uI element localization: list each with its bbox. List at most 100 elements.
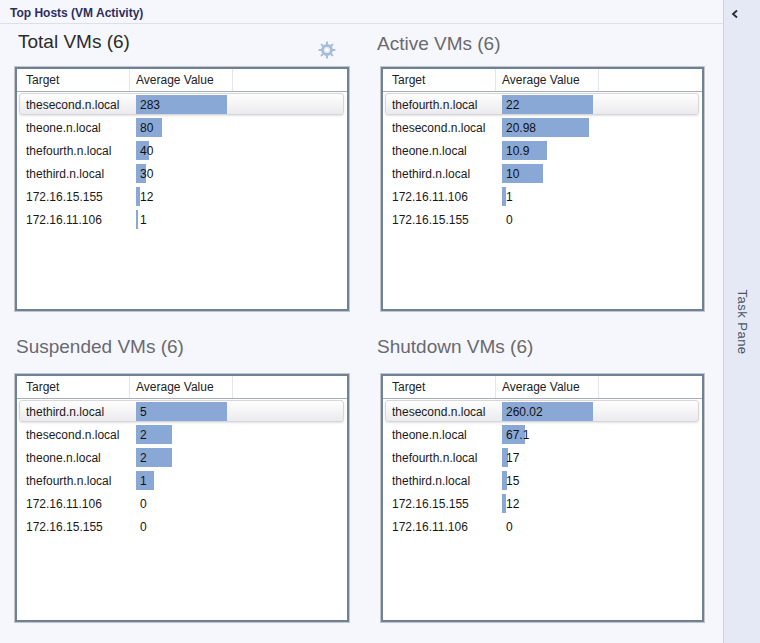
row-value: 1 bbox=[506, 190, 513, 204]
column-header-target[interactable]: Target bbox=[17, 69, 129, 91]
row-target: 172.16.15.155 bbox=[17, 520, 136, 534]
table-row[interactable]: thefourth.n.local1 bbox=[17, 469, 347, 492]
row-value-cell: 2 bbox=[136, 425, 347, 444]
row-target: thesecond.n.local bbox=[383, 405, 502, 419]
table-header: Target Average Value bbox=[17, 69, 347, 92]
row-value-cell: 0 bbox=[502, 210, 702, 229]
row-value: 40 bbox=[140, 144, 153, 158]
value-bar bbox=[136, 210, 138, 229]
row-target: 172.16.15.155 bbox=[383, 497, 502, 511]
row-value: 2 bbox=[140, 451, 147, 465]
row-target: thefourth.n.local bbox=[383, 451, 502, 465]
table-row[interactable]: 172.16.11.1061 bbox=[17, 208, 347, 231]
row-value: 2 bbox=[140, 428, 147, 442]
table-header: Target Average Value bbox=[383, 69, 702, 92]
table-row[interactable]: thefourth.n.local 40 bbox=[17, 139, 347, 162]
row-value: 30 bbox=[140, 167, 153, 181]
row-value: 12 bbox=[506, 497, 519, 511]
row-target: thefourth.n.local bbox=[17, 144, 136, 158]
vm-table-shutdown: Target Average Value thesecond.n.local 26… bbox=[380, 373, 705, 623]
row-target: 172.16.15.155 bbox=[17, 190, 136, 204]
table-row[interactable]: 172.16.11.106 1 bbox=[383, 185, 702, 208]
table-row[interactable]: 172.16.11.1060 bbox=[17, 492, 347, 515]
row-value: 12 bbox=[140, 190, 153, 204]
row-value: 0 bbox=[506, 213, 513, 227]
row-value-cell: 0 bbox=[136, 517, 347, 536]
row-target: thefourth.n.local bbox=[383, 98, 502, 112]
table-row[interactable]: thesecond.n.local2 bbox=[17, 423, 347, 446]
panel-title-active-vms: Active VMs (6) bbox=[377, 33, 501, 55]
row-target: theone.n.local bbox=[383, 144, 502, 158]
value-bar bbox=[136, 402, 227, 421]
row-value-cell: 260.02 bbox=[502, 402, 702, 421]
table-row[interactable]: theone.n.local10.9 bbox=[383, 139, 702, 162]
table-row[interactable]: thethird.n.local10 bbox=[383, 162, 702, 185]
row-target: 172.16.11.106 bbox=[383, 190, 502, 204]
collapse-task-pane-button[interactable] bbox=[727, 6, 743, 22]
row-value: 1 bbox=[140, 213, 147, 227]
gear-icon bbox=[318, 41, 336, 59]
panel-title-suspended-vms: Suspended VMs (6) bbox=[16, 336, 184, 358]
row-value: 20.98 bbox=[506, 121, 536, 135]
table-row[interactable]: 172.16.11.106 0 bbox=[383, 515, 702, 538]
row-value-cell: 283 bbox=[136, 95, 347, 114]
column-header-average-value[interactable]: Average Value bbox=[129, 69, 233, 91]
row-value: 0 bbox=[140, 520, 147, 534]
row-value-cell: 10.9 bbox=[502, 141, 702, 160]
row-target: thethird.n.local bbox=[383, 474, 502, 488]
table-header: Target Average Value bbox=[17, 376, 347, 399]
table-row[interactable]: thesecond.n.local283 bbox=[17, 93, 347, 116]
table-row[interactable]: 172.16.15.155 12 bbox=[383, 492, 702, 515]
table-header: Target Average Value bbox=[383, 376, 702, 399]
row-target: thefourth.n.local bbox=[17, 474, 136, 488]
row-value: 260.02 bbox=[506, 405, 543, 419]
row-target: thethird.n.local bbox=[383, 167, 502, 181]
row-value: 5 bbox=[140, 405, 147, 419]
column-header-average-value[interactable]: Average Value bbox=[495, 69, 599, 91]
row-value-cell: 22 bbox=[502, 95, 702, 114]
row-value-cell: 5 bbox=[136, 402, 347, 421]
task-pane-label: Task Pane bbox=[735, 289, 750, 354]
column-header-average-value[interactable]: Average Value bbox=[129, 376, 233, 398]
column-header-average-value[interactable]: Average Value bbox=[495, 376, 599, 398]
row-value-cell: 2 bbox=[136, 448, 347, 467]
table-row[interactable]: thesecond.n.local 260.02 bbox=[383, 400, 702, 423]
vm-table-total: Target Average Value thesecond.n.local28… bbox=[14, 66, 350, 312]
row-value: 15 bbox=[506, 474, 519, 488]
row-value-cell: 67.1 bbox=[502, 425, 702, 444]
header-divider bbox=[0, 23, 723, 24]
row-value-cell: 17 bbox=[502, 448, 702, 467]
row-value-cell: 80 bbox=[136, 118, 347, 137]
table-row[interactable]: thethird.n.local 15 bbox=[383, 469, 702, 492]
table-row[interactable]: thefourth.n.local 22 bbox=[383, 93, 702, 116]
table-row[interactable]: thesecond.n.local20.98 bbox=[383, 116, 702, 139]
table-row[interactable]: theone.n.local80 bbox=[17, 116, 347, 139]
table-row[interactable]: 172.16.15.155 12 bbox=[17, 185, 347, 208]
row-value-cell: 1 bbox=[136, 210, 347, 229]
column-header-target[interactable]: Target bbox=[383, 69, 495, 91]
row-value-cell: 40 bbox=[136, 141, 347, 160]
task-pane-tab[interactable]: Task Pane bbox=[723, 0, 760, 643]
row-value: 67.1 bbox=[506, 428, 529, 442]
column-header-target[interactable]: Target bbox=[383, 376, 495, 398]
row-value: 0 bbox=[506, 520, 513, 534]
row-value-cell: 15 bbox=[502, 471, 702, 490]
table-row[interactable]: thethird.n.local5 bbox=[17, 400, 347, 423]
panel-settings-button[interactable] bbox=[318, 41, 336, 59]
table-row[interactable]: 172.16.15.155 0 bbox=[383, 208, 702, 231]
row-value-cell: 12 bbox=[136, 187, 347, 206]
table-row[interactable]: 172.16.15.155 0 bbox=[17, 515, 347, 538]
row-target: theone.n.local bbox=[17, 451, 136, 465]
row-value: 22 bbox=[506, 98, 519, 112]
row-target: 172.16.11.106 bbox=[383, 520, 502, 534]
table-row[interactable]: theone.n.local67.1 bbox=[383, 423, 702, 446]
row-value-cell: 12 bbox=[502, 494, 702, 513]
table-row[interactable]: thethird.n.local30 bbox=[17, 162, 347, 185]
table-row[interactable]: thefourth.n.local17 bbox=[383, 446, 702, 469]
chevron-left-icon bbox=[731, 9, 739, 19]
vm-table-suspended: Target Average Value thethird.n.local5th… bbox=[14, 373, 350, 623]
row-target: 172.16.15.155 bbox=[383, 213, 502, 227]
column-header-target[interactable]: Target bbox=[17, 376, 129, 398]
table-row[interactable]: theone.n.local 2 bbox=[17, 446, 347, 469]
row-value: 283 bbox=[140, 98, 160, 112]
